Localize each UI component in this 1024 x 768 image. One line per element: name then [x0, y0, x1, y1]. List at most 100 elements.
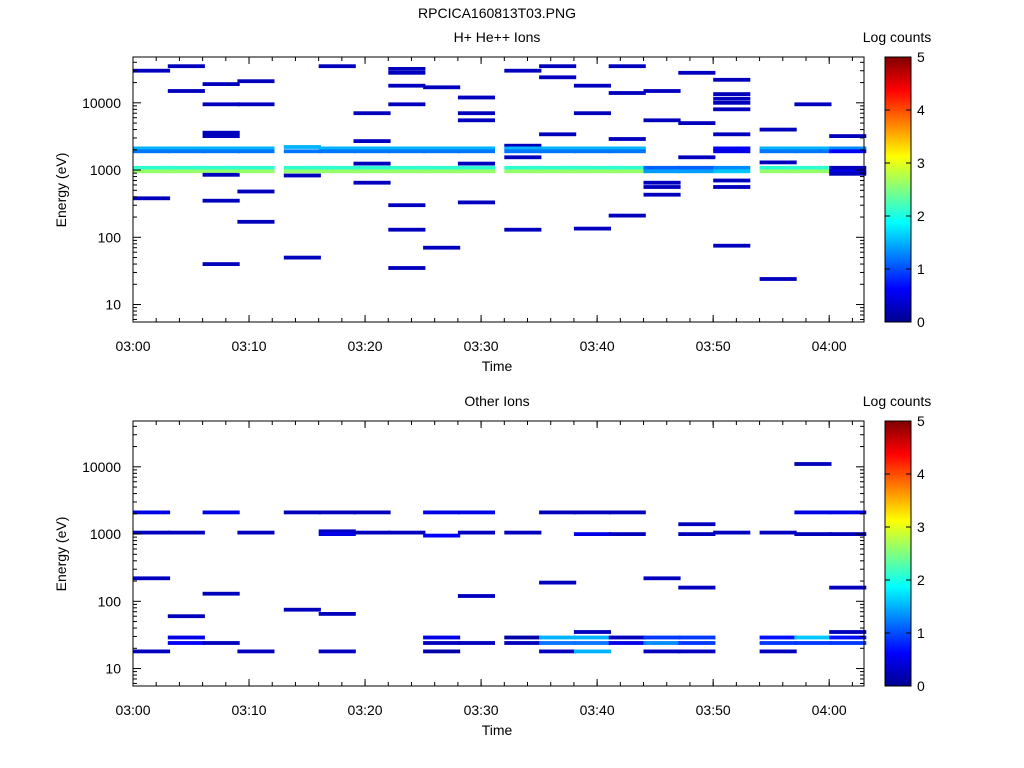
heatmap-cell: [423, 649, 461, 654]
heatmap-cell: [457, 161, 495, 166]
heatmap-cell: [423, 146, 461, 151]
heatmap-cell: [504, 149, 542, 154]
colorbar-gradient: [884, 56, 912, 323]
heatmap-cell: [539, 649, 577, 654]
heatmap-cell: [457, 510, 495, 515]
heatmap-cell: [608, 165, 646, 170]
heatmap-cell: [829, 146, 867, 151]
heatmap-cell: [133, 576, 171, 581]
heatmap-cell: [353, 161, 391, 166]
y-tick-label: 1000: [90, 526, 121, 542]
heatmap-cell: [678, 522, 716, 527]
heatmap-cell: [423, 149, 461, 154]
heatmap-cell: [202, 591, 240, 596]
chart-title: Other Ions: [464, 393, 529, 409]
heatmap-cell: [133, 510, 171, 515]
heatmap-cell: [202, 169, 240, 174]
heatmap-cell: [678, 70, 716, 75]
heatmap-cell: [353, 139, 391, 143]
heatmap-cell: [202, 510, 240, 515]
heatmap-cell: [283, 149, 321, 154]
y-tick-label: 10: [105, 661, 121, 677]
heatmap-cell: [167, 635, 205, 640]
y-axis-label: Energy (eV): [53, 517, 69, 592]
heatmap-cell: [237, 219, 275, 224]
heatmap-cell: [678, 635, 716, 640]
colorbar: 0 1 2 3 4 5: [884, 49, 925, 330]
heatmap-cell: [713, 169, 751, 174]
x-axis-label: Time: [482, 722, 513, 738]
heatmap-cell: [759, 635, 797, 640]
heatmap-cell: [133, 149, 171, 154]
heatmap-cell: [643, 185, 681, 189]
heatmap-cell: [759, 165, 797, 170]
y-tick-label: 10000: [82, 95, 121, 111]
heatmap-cell: [759, 277, 797, 281]
heatmap-cell: [678, 155, 716, 160]
heatmap-cells: [133, 64, 867, 281]
heatmap-cell: [539, 510, 577, 515]
colorbar-tick-label: 5: [917, 413, 925, 429]
heatmap-cell: [643, 118, 681, 123]
heatmap-cell: [794, 635, 832, 640]
heatmap-cell: [539, 75, 577, 80]
heatmap-cell: [829, 585, 867, 590]
heatmap-cell: [133, 146, 171, 151]
heatmap-cell: [457, 530, 495, 535]
heatmap-cell: [713, 178, 751, 183]
panel-h-he-ions: H+ He++ Ions Log counts Energy (eV) Time…: [53, 29, 931, 374]
heatmap-cell: [539, 165, 577, 170]
heatmap-cell: [318, 169, 356, 174]
heatmap-cell: [423, 641, 461, 645]
heatmap-cell: [573, 169, 611, 174]
heatmap-cell: [643, 180, 681, 185]
heatmap-cell: [388, 266, 426, 270]
colorbar-tick-label: 3: [917, 155, 925, 171]
heatmap-cell: [713, 243, 751, 248]
heatmap-cell: [133, 169, 171, 174]
heatmap-cell: [388, 70, 426, 75]
heatmap-cell: [388, 169, 426, 174]
heatmap-cell: [237, 189, 275, 194]
heatmap-cell: [643, 192, 681, 197]
x-tick-label: 03:30: [464, 702, 499, 718]
heatmap-cell: [608, 137, 646, 141]
heatmap-cell: [202, 102, 240, 107]
colorbar-tick-label: 2: [917, 208, 925, 224]
heatmap-cell: [759, 149, 797, 154]
heatmap-cell: [237, 79, 275, 84]
heatmap-cell: [167, 149, 205, 154]
heatmap-cell: [573, 641, 611, 645]
heatmap-cell: [643, 641, 681, 645]
heatmap-cell: [759, 160, 797, 165]
heatmap-cell: [759, 146, 797, 151]
heatmap-cell: [713, 107, 751, 112]
heatmap-cell: [539, 149, 577, 154]
heatmap-cell: [713, 149, 751, 154]
x-tick-label: 03:50: [696, 702, 731, 718]
heatmap-cell: [713, 92, 751, 96]
heatmap-cell: [539, 635, 577, 640]
heatmap-cell: [388, 530, 426, 535]
heatmap-cell: [829, 630, 867, 634]
heatmap-cell: [388, 146, 426, 151]
heatmap-cell: [573, 510, 611, 515]
heatmap-cell: [457, 169, 495, 174]
heatmap-cell: [353, 149, 391, 154]
heatmap-cells: [133, 462, 867, 654]
x-tick-label: 03:00: [115, 338, 150, 354]
heatmap-cell: [133, 165, 171, 170]
y-tick-label: 100: [98, 593, 122, 609]
heatmap-cell: [202, 82, 240, 86]
heatmap-cell: [237, 146, 275, 151]
heatmap-cell: [713, 185, 751, 189]
heatmap-cell: [713, 530, 751, 535]
heatmap-cell: [829, 149, 867, 154]
heatmap-cell: [794, 532, 832, 536]
heatmap-cell: [678, 169, 716, 174]
heatmap-cell: [829, 641, 867, 645]
heatmap-cell: [643, 635, 681, 640]
x-tick-label: 04:00: [812, 338, 847, 354]
colorbar-tick-label: 3: [917, 519, 925, 535]
